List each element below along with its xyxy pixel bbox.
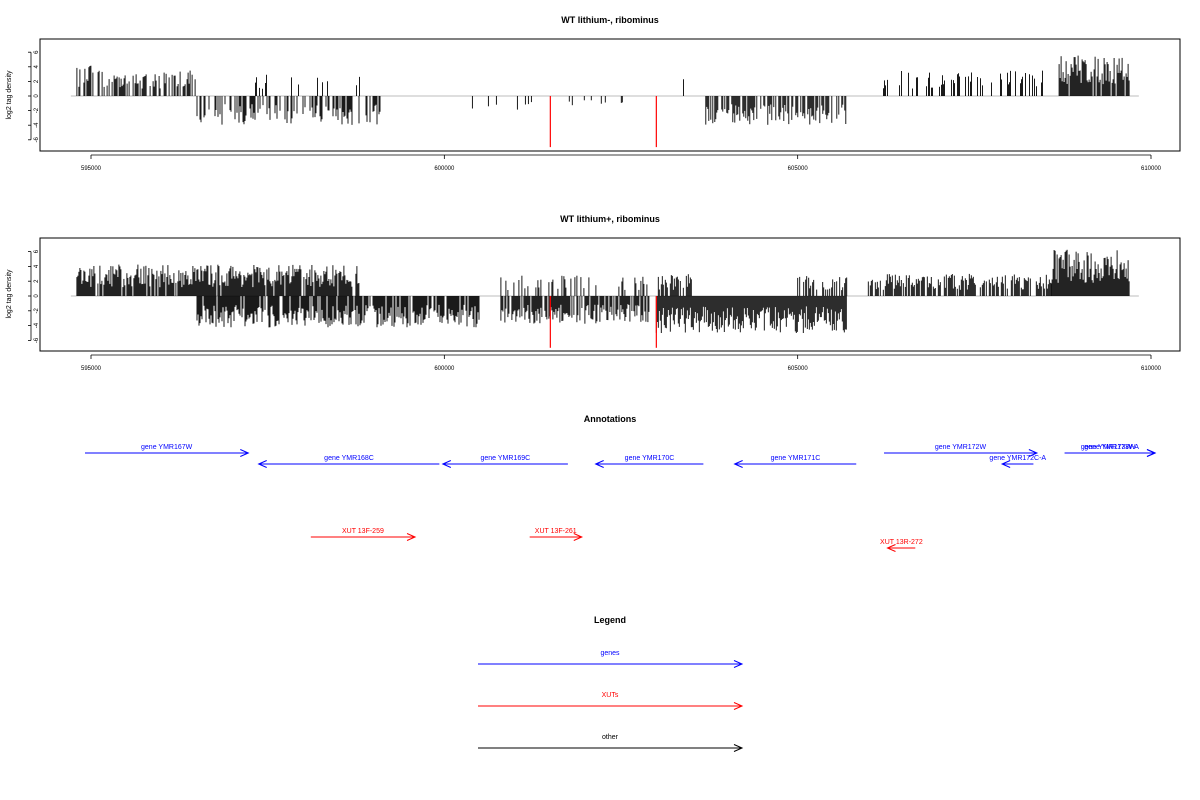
gene-arrow: gene YMR172C-A	[989, 455, 1046, 468]
x-tick-label: 595000	[81, 166, 102, 172]
y-tick-label: 2	[34, 79, 40, 83]
x-tick-label: 600000	[434, 166, 455, 172]
xut-arrow: XUT 13F-261	[529, 528, 584, 541]
y-tick-label: -4	[34, 322, 40, 328]
xut-arrow: XUT 13R-272	[880, 539, 923, 552]
annotation-label: gene YMR168C	[324, 455, 374, 462]
arrow-head	[1028, 449, 1039, 457]
plot-frame	[39, 237, 1181, 352]
x-tick-label: 595000	[81, 366, 102, 372]
x-tick-label: 605000	[788, 166, 809, 172]
panel-lithium-minus: WT lithium-, ribominus log2 tag density …	[6, 15, 1181, 172]
axes-layer: 6 4 2 0 -2 -4 -6 595000 600000 605000 610000	[28, 249, 1162, 372]
y-tick-label: 4	[34, 264, 40, 268]
plot-frame	[39, 38, 1181, 152]
gene-arrow: gene YMR173W-A	[1064, 444, 1157, 457]
y-axis-label: log2 tag density	[6, 269, 13, 319]
arrow-head	[257, 460, 267, 468]
x-tick-label: 605000	[788, 366, 809, 372]
x-tick-label: 610000	[1141, 366, 1162, 372]
arrow-head	[733, 460, 743, 468]
annotation-label: gene YMR169C	[481, 455, 531, 462]
x-tick-label: 600000	[434, 366, 455, 372]
arrow-head	[573, 533, 584, 541]
arrow-head	[886, 544, 896, 552]
gene-arrow: gene YMR170C	[594, 455, 704, 468]
y-tick-label: -6	[34, 136, 40, 142]
panel-lithium-plus: WT lithium+, ribominus log2 tag density …	[6, 214, 1181, 372]
arrow-head	[1000, 460, 1011, 468]
gene-arrow: gene YMR172W	[884, 444, 1039, 457]
legend-arrow-head	[733, 660, 744, 668]
gene-arrow: gene YMR167W	[85, 444, 250, 457]
annotation-label: gene YMR172W	[935, 444, 987, 451]
annotation-items: gene YMR167W gene YMR168C gene YMR169C gene…	[85, 444, 1157, 552]
annotations-title: Annotations	[584, 414, 637, 424]
legend-item-genes: genes	[478, 650, 744, 668]
xut-arrow: XUT 13F-259	[310, 528, 417, 541]
legend-items: genes XUTs other	[478, 650, 744, 752]
y-axis-label: log2 tag density	[6, 70, 13, 120]
y-tick-label: 4	[34, 64, 40, 68]
annotation-label: gene YMR167W	[141, 444, 193, 451]
legend-item-other: other	[478, 734, 744, 752]
arrow-head	[406, 533, 417, 541]
y-tick-label: 6	[34, 249, 40, 253]
legend-arrow-head	[733, 702, 744, 710]
y-tick-label: -4	[34, 122, 40, 128]
legend-panel: Legend genes XUTs other	[478, 615, 744, 752]
annotation-label: gene YMR172C-A	[989, 455, 1046, 462]
y-tick-label: -2	[34, 107, 40, 113]
axes-layer: 6 4 2 0 -2 -4 -6 595000 600000 605000 610000	[28, 50, 1162, 172]
arrow-head	[441, 460, 452, 468]
x-tick-label: 610000	[1141, 166, 1162, 172]
arrow-head	[594, 460, 604, 468]
gene-arrow: gene YMR171C	[733, 455, 857, 468]
y-tick-label: -6	[34, 337, 40, 343]
annotation-label: XUT 13R-272	[880, 539, 923, 546]
annotation-label: gene YMR173W	[1084, 444, 1136, 451]
annotation-label: gene YMR171C	[771, 455, 821, 462]
y-tick-label: 0	[34, 294, 40, 298]
y-tick-label: 2	[34, 279, 40, 283]
legend-title: Legend	[594, 615, 626, 625]
bar-layer	[70, 55, 1139, 148]
legend-label: other	[602, 734, 619, 741]
gene-arrow: gene YMR169C	[441, 455, 568, 468]
annotation-label: gene YMR170C	[625, 455, 675, 462]
annotation-label: XUT 13F-259	[342, 528, 384, 535]
gene-arrow: gene YMR168C	[257, 455, 440, 468]
legend-label: genes	[600, 650, 620, 657]
arrow-head	[1146, 449, 1157, 457]
panel-title: WT lithium+, ribominus	[560, 214, 660, 224]
panel-title: WT lithium-, ribominus	[561, 15, 659, 25]
bar-layer	[70, 249, 1139, 348]
y-tick-label: 6	[34, 50, 40, 54]
legend-arrow-head	[733, 744, 744, 752]
legend-item-xuts: XUTs	[478, 692, 744, 710]
legend-label: XUTs	[602, 692, 619, 699]
annotation-label: gene YMR173W-A	[1081, 444, 1139, 451]
y-tick-label: -2	[34, 307, 40, 313]
y-tick-label: 0	[34, 94, 40, 98]
annotation-label: XUT 13F-261	[535, 528, 577, 535]
arrow-head	[240, 449, 250, 457]
